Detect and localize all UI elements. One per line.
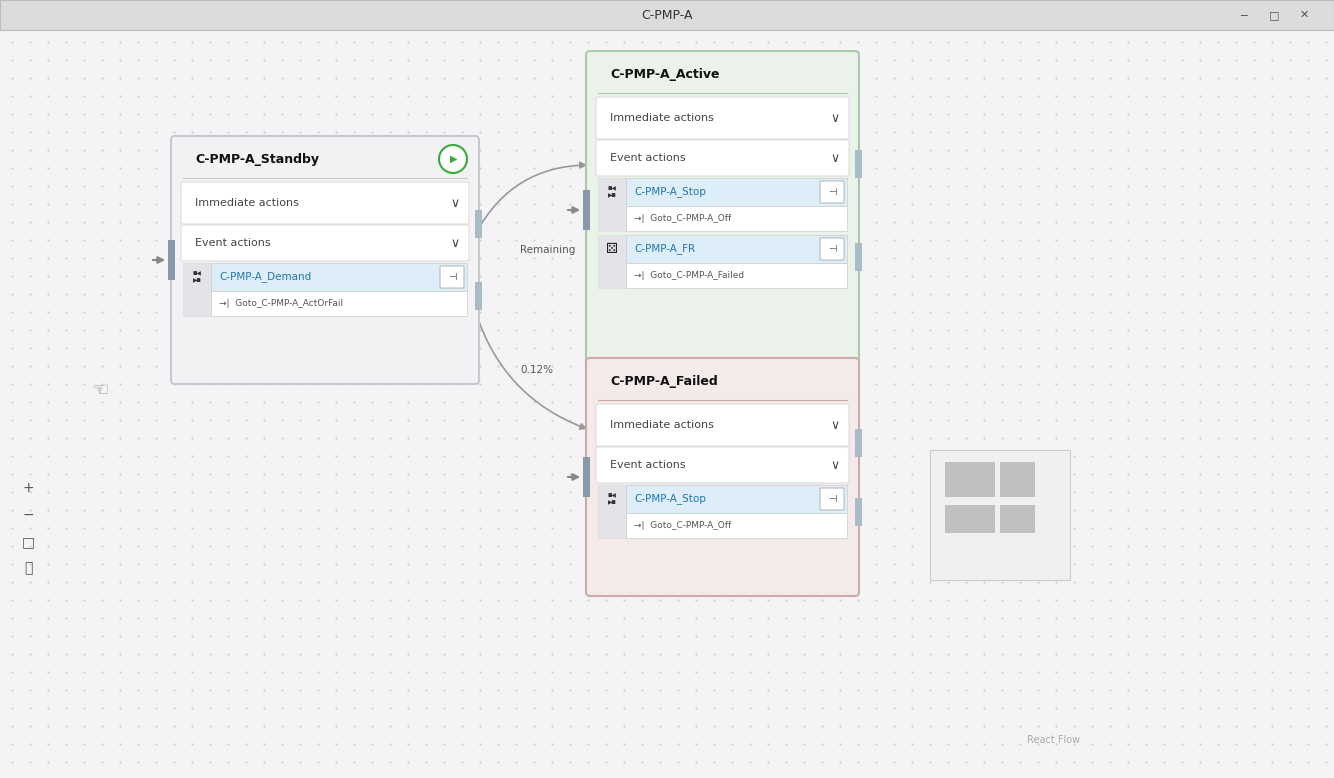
Text: ─: ─: [1241, 10, 1247, 20]
FancyBboxPatch shape: [475, 282, 482, 310]
Text: ◼◀: ◼◀: [192, 272, 201, 276]
Text: →|  Goto_C-PMP-A_Failed: →| Goto_C-PMP-A_Failed: [634, 271, 744, 280]
Text: ⊣: ⊣: [448, 272, 456, 282]
FancyBboxPatch shape: [1000, 462, 1035, 497]
FancyBboxPatch shape: [944, 505, 995, 533]
FancyBboxPatch shape: [181, 182, 470, 224]
Text: Immediate actions: Immediate actions: [195, 198, 299, 208]
Text: ▶◼: ▶◼: [607, 194, 616, 198]
FancyBboxPatch shape: [598, 485, 626, 538]
FancyBboxPatch shape: [0, 30, 1334, 778]
Text: C-PMP-A_Demand: C-PMP-A_Demand: [219, 272, 311, 282]
Text: ▶◼: ▶◼: [192, 279, 201, 283]
Text: C-PMP-A_Stop: C-PMP-A_Stop: [634, 493, 706, 504]
Text: Event actions: Event actions: [610, 460, 686, 470]
FancyBboxPatch shape: [598, 235, 626, 288]
FancyBboxPatch shape: [0, 0, 1334, 30]
FancyBboxPatch shape: [820, 238, 844, 260]
Text: →|  Goto_C-PMP-A_Off: →| Goto_C-PMP-A_Off: [634, 214, 731, 223]
Text: □: □: [1269, 10, 1279, 20]
FancyBboxPatch shape: [177, 143, 478, 383]
FancyBboxPatch shape: [626, 178, 847, 206]
Text: React Flow: React Flow: [1027, 735, 1081, 745]
FancyBboxPatch shape: [475, 210, 482, 238]
Text: ∨: ∨: [451, 197, 459, 209]
FancyBboxPatch shape: [211, 291, 467, 316]
Text: C-PMP-A_FR: C-PMP-A_FR: [634, 244, 695, 254]
Text: C-PMP-A_Failed: C-PMP-A_Failed: [610, 374, 718, 387]
Text: +: +: [23, 481, 33, 495]
FancyBboxPatch shape: [626, 513, 847, 538]
Text: ✕: ✕: [1299, 10, 1309, 20]
FancyBboxPatch shape: [183, 263, 211, 316]
FancyBboxPatch shape: [596, 140, 848, 176]
FancyBboxPatch shape: [594, 365, 858, 595]
Text: →|  Goto_C-PMP-A_Off: →| Goto_C-PMP-A_Off: [634, 521, 731, 530]
FancyBboxPatch shape: [820, 181, 844, 203]
FancyBboxPatch shape: [1000, 505, 1035, 533]
Text: C-PMP-A_Active: C-PMP-A_Active: [610, 68, 719, 80]
Text: ▶◼: ▶◼: [607, 500, 616, 506]
FancyBboxPatch shape: [596, 447, 848, 483]
FancyBboxPatch shape: [596, 97, 848, 139]
FancyBboxPatch shape: [586, 358, 859, 596]
FancyBboxPatch shape: [626, 485, 847, 513]
Text: Event actions: Event actions: [195, 238, 271, 248]
FancyBboxPatch shape: [855, 243, 862, 271]
Text: −: −: [23, 508, 33, 522]
FancyBboxPatch shape: [168, 240, 175, 280]
FancyBboxPatch shape: [626, 235, 847, 263]
FancyBboxPatch shape: [583, 190, 590, 230]
Text: ⊣: ⊣: [828, 494, 836, 504]
Text: □: □: [21, 535, 35, 549]
FancyBboxPatch shape: [855, 429, 862, 457]
FancyBboxPatch shape: [626, 206, 847, 231]
FancyBboxPatch shape: [211, 263, 467, 291]
Text: C-PMP-A: C-PMP-A: [642, 9, 692, 22]
Circle shape: [439, 145, 467, 173]
FancyBboxPatch shape: [440, 266, 464, 288]
Text: Immediate actions: Immediate actions: [610, 420, 714, 430]
FancyBboxPatch shape: [586, 51, 859, 369]
Text: ∨: ∨: [831, 152, 839, 164]
FancyBboxPatch shape: [626, 263, 847, 288]
Text: C-PMP-A_Standby: C-PMP-A_Standby: [195, 152, 319, 166]
FancyBboxPatch shape: [944, 462, 995, 497]
Text: ∨: ∨: [831, 419, 839, 432]
Text: ☜: ☜: [91, 380, 109, 399]
FancyBboxPatch shape: [598, 178, 626, 231]
FancyBboxPatch shape: [855, 497, 862, 525]
Text: C-PMP-A_Stop: C-PMP-A_Stop: [634, 187, 706, 198]
FancyBboxPatch shape: [583, 457, 590, 497]
Text: Immediate actions: Immediate actions: [610, 113, 714, 123]
Text: Event actions: Event actions: [610, 153, 686, 163]
Text: ◼◀: ◼◀: [607, 187, 616, 191]
Text: ◼◀: ◼◀: [607, 493, 616, 499]
FancyBboxPatch shape: [820, 488, 844, 510]
Text: ∨: ∨: [451, 237, 459, 250]
Text: ⚄: ⚄: [606, 242, 618, 256]
Text: ⊣: ⊣: [828, 187, 836, 197]
FancyBboxPatch shape: [930, 450, 1070, 580]
Text: ▶: ▶: [451, 154, 458, 164]
Text: 0.12%: 0.12%: [520, 365, 554, 375]
Text: ∨: ∨: [831, 458, 839, 471]
Text: 🔒: 🔒: [24, 561, 32, 575]
FancyBboxPatch shape: [596, 404, 848, 446]
Text: ⊣: ⊣: [828, 244, 836, 254]
FancyBboxPatch shape: [594, 58, 858, 368]
FancyBboxPatch shape: [855, 149, 862, 177]
Text: ∨: ∨: [831, 111, 839, 124]
Text: Remaining: Remaining: [520, 245, 575, 255]
Text: →|  Goto_C-PMP-A_ActOrFail: →| Goto_C-PMP-A_ActOrFail: [219, 299, 343, 308]
FancyBboxPatch shape: [181, 225, 470, 261]
FancyBboxPatch shape: [171, 136, 479, 384]
